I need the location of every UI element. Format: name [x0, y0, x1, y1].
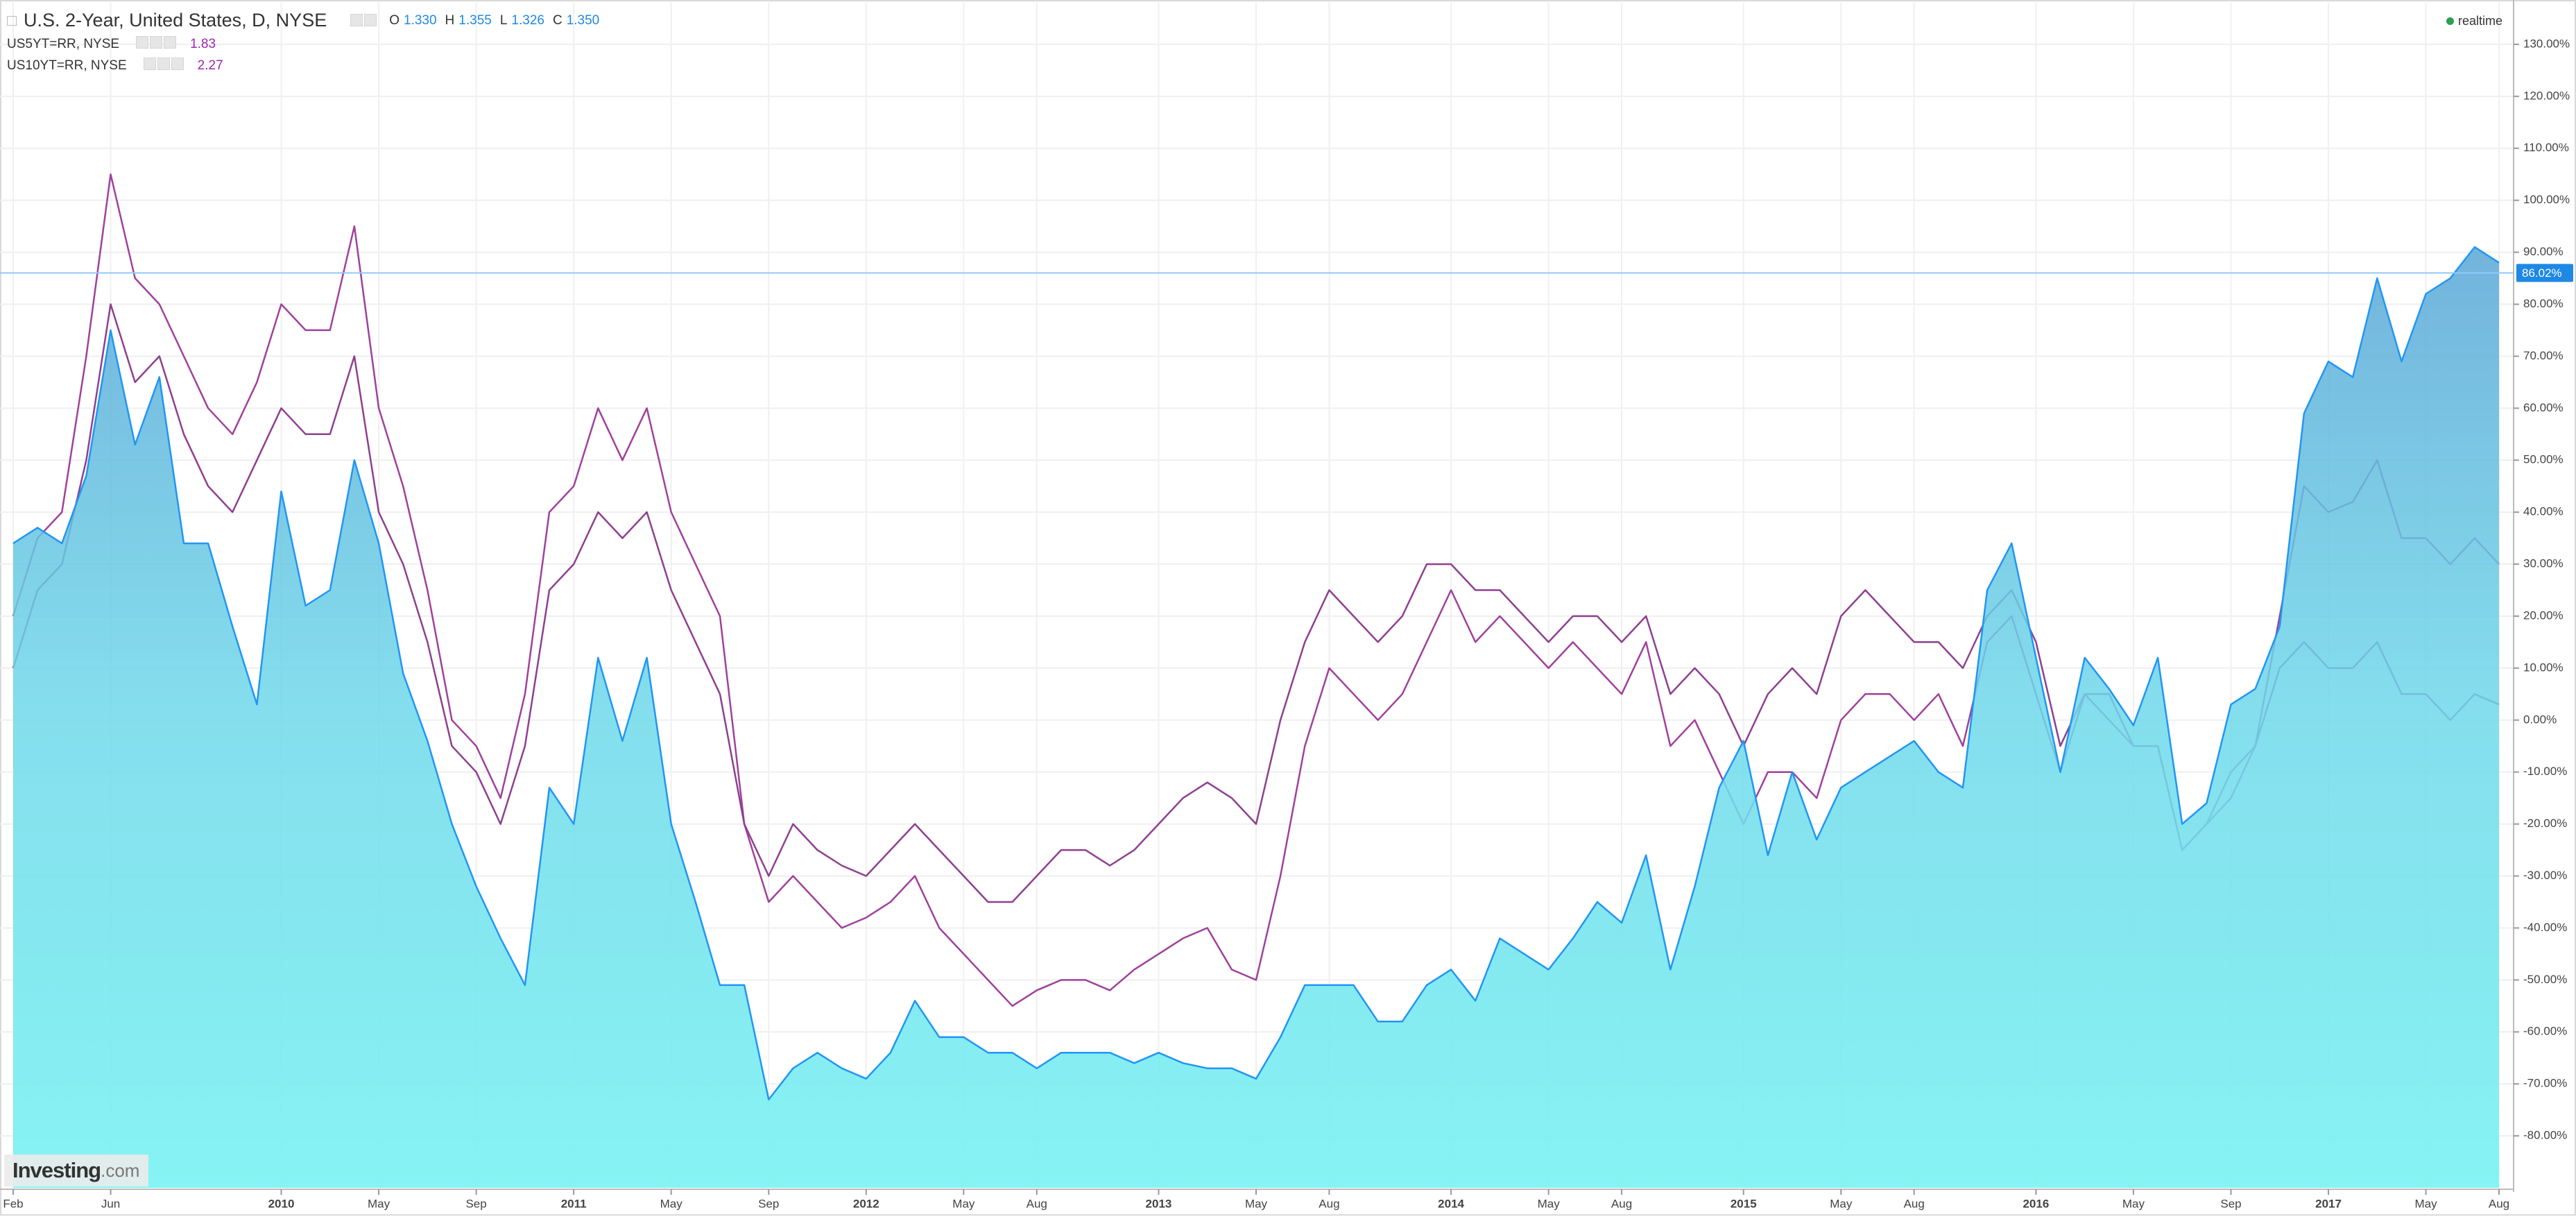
x-tick-label: 2010 [268, 1197, 295, 1210]
x-tick-label: Sep [2220, 1197, 2241, 1210]
y-tick-label: 90.00% [2523, 245, 2564, 258]
ohlc-value: 1.326 [511, 12, 544, 28]
legend-row: US10YT=RR, NYSE 2.27 [7, 58, 223, 74]
x-tick-label: Sep [465, 1197, 486, 1210]
legend-last: 2.27 [197, 58, 223, 73]
x-tick-label: Feb [3, 1197, 23, 1210]
y-tick-label: 70.00% [2523, 349, 2564, 362]
x-tick-label: May [1830, 1197, 1853, 1210]
x-tick-label: 2012 [853, 1197, 879, 1210]
status: realtime [2446, 14, 2502, 28]
y-tick-label: 110.00% [2523, 141, 2569, 154]
y-tick-label: 20.00% [2523, 608, 2564, 622]
legend-icons [143, 58, 185, 74]
y-tick-label: -10.00% [2523, 765, 2567, 778]
legend-icons [136, 36, 178, 53]
ohlc-value: 1.330 [404, 12, 437, 28]
legend-last: 1.83 [190, 37, 216, 51]
brand-name: Investing [12, 1158, 101, 1182]
x-tick-label: 2015 [1731, 1197, 1757, 1210]
y-tick-label: 60.00% [2523, 401, 2564, 414]
legend-row: US5YT=RR, NYSE 1.83 [7, 36, 216, 53]
status-dot [2446, 17, 2454, 25]
x-tick-label: Jun [101, 1197, 120, 1210]
y-tick-label: 120.00% [2523, 89, 2570, 102]
brand-suffix: .com [101, 1159, 140, 1181]
y-tick-label: -20.00% [2523, 817, 2567, 830]
ohlc-key: C [552, 12, 563, 28]
x-tick-label: Sep [758, 1197, 779, 1210]
x-tick-label: Aug [1611, 1197, 1632, 1210]
x-tick-label: 2016 [2023, 1197, 2049, 1210]
x-tick-label: 2011 [561, 1197, 587, 1210]
y-tick-label: -40.00% [2523, 921, 2567, 934]
status-text: realtime [2457, 14, 2502, 28]
series-line [12, 246, 2500, 1100]
x-tick-label: Aug [1319, 1197, 1339, 1210]
x-tick-label: May [368, 1197, 390, 1210]
legend-main-name: U.S. 2-Year, United States, D, NYSE [24, 10, 327, 31]
y-tick-label: -80.00% [2523, 1129, 2567, 1142]
y-tick-label: -70.00% [2523, 1077, 2567, 1090]
x-tick-label: May [1245, 1197, 1268, 1210]
x-tick-label: Aug [1027, 1197, 1047, 1210]
x-tick-label: May [2122, 1197, 2145, 1210]
x-tick-label: May [952, 1197, 975, 1210]
x-tick-label: Aug [2489, 1197, 2509, 1210]
legend-main: U.S. 2-Year, United States, D, NYSE O 1.3… [7, 10, 599, 31]
ohlc-key: O [389, 12, 400, 28]
x-tick-label: May [660, 1197, 683, 1210]
ohlc-key: L [499, 12, 508, 28]
y-tick-label: 0.00% [2523, 713, 2557, 726]
ohlc-value: 1.355 [458, 12, 492, 28]
y-tick-label: 30.00% [2523, 557, 2564, 570]
legend-name: US10YT=RR, NYSE [7, 58, 127, 73]
y-tick-label: -50.00% [2523, 973, 2567, 986]
y-tick-label: 10.00% [2523, 661, 2564, 674]
x-tick-label: 2013 [1146, 1197, 1172, 1210]
y-tick-label: 80.00% [2523, 297, 2564, 310]
y-tick-label: 100.00% [2523, 193, 2570, 206]
x-tick-label: Aug [1904, 1197, 1925, 1210]
area-fill [13, 247, 2499, 1189]
x-tick-label: May [2415, 1197, 2438, 1210]
y-tick-label: 40.00% [2523, 505, 2564, 518]
y-tick-label: 50.00% [2523, 453, 2564, 466]
y-tick-label: -30.00% [2523, 869, 2567, 882]
ohlc-key: H [445, 12, 455, 28]
current-tag [2516, 264, 2573, 282]
x-tick-label: 2014 [1438, 1197, 1464, 1210]
ohlc-value: 1.350 [566, 12, 600, 28]
legend-name: US5YT=RR, NYSE [7, 37, 120, 51]
y-tick-label: 130.00% [2523, 37, 2570, 50]
brand-logo[interactable]: Investing .com [4, 1155, 148, 1186]
x-tick-label: 2017 [2315, 1197, 2342, 1210]
ohlc: O 1.330 H 1.355 L 1.326 C 1.350 [385, 13, 599, 28]
x-tick-label: May [1538, 1197, 1561, 1210]
current-label: 86.02% [2522, 266, 2562, 280]
y-tick-label: -60.00% [2523, 1025, 2567, 1038]
collapse-icon[interactable] [7, 15, 17, 26]
legend-icons [350, 10, 378, 31]
